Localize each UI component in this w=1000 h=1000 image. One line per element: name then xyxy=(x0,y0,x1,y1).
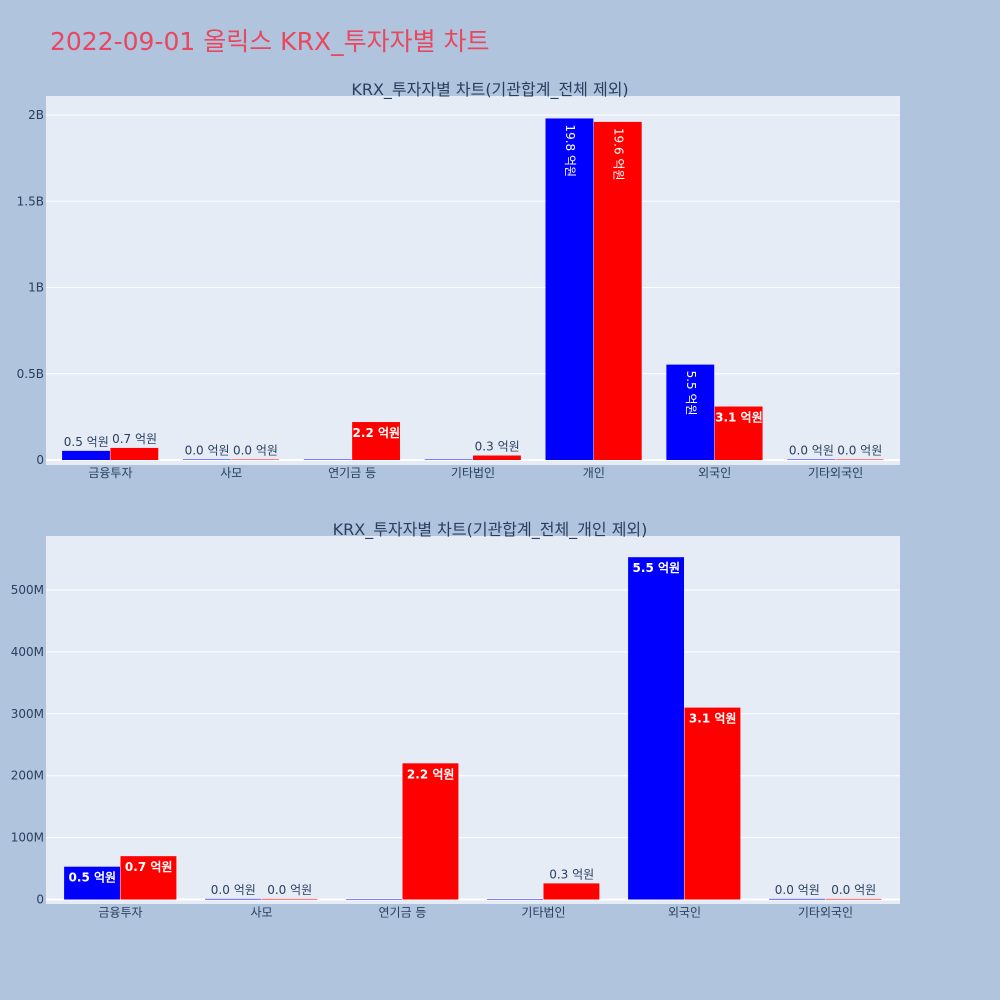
data-label: 3.1 억원 xyxy=(715,411,763,425)
bar xyxy=(424,459,473,460)
bar xyxy=(182,459,231,460)
data-label: 0.5 억원 xyxy=(69,871,117,885)
y-tick-label: 500M xyxy=(11,583,44,597)
data-label: 0.0 억원 xyxy=(837,444,882,458)
y-tick-label: 300M xyxy=(11,707,44,721)
x-tick-label: 기타법인 xyxy=(451,466,495,480)
data-label: 0.3 억원 xyxy=(475,440,520,454)
y-tick-label: 1.5B xyxy=(17,194,44,208)
x-tick-label: 기타외국인 xyxy=(808,466,863,480)
bar xyxy=(825,898,882,900)
data-label: 0.3 억원 xyxy=(549,867,594,881)
bar xyxy=(303,459,352,460)
y-tick-label: 0 xyxy=(36,453,44,467)
bar xyxy=(402,763,459,900)
chart-2: 0 100M 200M 300M 400M 500M KRX_투자자별 차트(기관합계_전체… xyxy=(11,520,900,920)
bar xyxy=(714,406,763,460)
bar xyxy=(110,447,159,460)
chart-title: KRX_투자자별 차트(기관합계_전체 제외) xyxy=(351,80,628,100)
data-label: 0.0 억원 xyxy=(211,883,256,897)
data-label: 5.5 억원 xyxy=(684,371,698,416)
chart-title: KRX_투자자별 차트(기관합계_전체_개인 제외) xyxy=(333,520,648,540)
bar xyxy=(261,898,318,900)
bar xyxy=(787,459,836,460)
x-tick-label: 연기금 등 xyxy=(328,466,376,480)
x-tick-label: 사모 xyxy=(220,466,242,480)
bar xyxy=(231,459,280,460)
chart-1: 0 0.5B 1B 1.5B 2B KRX_투자자별 차트(기관합계_전체 제외) 0.5 … xyxy=(17,80,900,480)
bar xyxy=(543,883,600,900)
y-tick-label: 2B xyxy=(28,108,44,122)
data-label: 19.8 억원 xyxy=(563,124,577,177)
x-tick-label: 외국인 xyxy=(668,906,701,920)
bar xyxy=(593,121,642,461)
data-label: 0.0 억원 xyxy=(185,444,230,458)
bar xyxy=(62,450,110,460)
x-tick-label: 외국인 xyxy=(698,466,731,480)
bar xyxy=(487,899,543,900)
data-label: 0.0 억원 xyxy=(789,444,834,458)
bar xyxy=(769,898,825,900)
data-label: 2.2 억원 xyxy=(353,426,401,440)
data-label: 0.0 억원 xyxy=(775,883,820,897)
plot-area xyxy=(46,96,900,465)
data-label: 0.7 억원 xyxy=(112,432,157,446)
bar xyxy=(473,455,521,460)
x-tick-label: 금융투자 xyxy=(98,906,142,920)
y-tick-label: 400M xyxy=(11,645,44,659)
x-tick-label: 개인 xyxy=(583,466,605,480)
bar xyxy=(120,856,177,900)
y-tick-label: 100M xyxy=(11,831,44,845)
data-label: 0.0 억원 xyxy=(267,883,312,897)
data-label: 0.7 억원 xyxy=(125,860,173,874)
data-label: 2.2 억원 xyxy=(407,767,455,781)
x-tick-label: 기타외국인 xyxy=(798,906,853,920)
bar xyxy=(684,707,741,900)
data-label: 0.0 억원 xyxy=(233,444,278,458)
x-tick-label: 연기금 등 xyxy=(379,906,427,920)
plot-area xyxy=(46,536,900,904)
data-label: 5.5 억원 xyxy=(633,561,681,575)
x-tick-label: 금융투자 xyxy=(88,466,132,480)
page-title: 2022-09-01 올릭스 KRX_투자자별 차트 xyxy=(50,27,490,56)
x-tick-label: 기타법인 xyxy=(521,906,565,920)
data-label: 19.6 억원 xyxy=(612,128,626,181)
data-label: 0.0 억원 xyxy=(831,883,876,897)
bar xyxy=(352,422,400,460)
bar xyxy=(835,459,884,460)
bar xyxy=(346,899,402,900)
y-tick-label: 0.5B xyxy=(17,367,44,381)
y-tick-label: 0 xyxy=(36,893,44,907)
data-label: 3.1 억원 xyxy=(689,712,737,726)
bar xyxy=(64,866,120,900)
data-label: 0.5 억원 xyxy=(64,435,109,449)
bar xyxy=(628,557,684,900)
bar xyxy=(545,118,594,460)
bar xyxy=(205,898,261,900)
bar xyxy=(666,364,715,460)
y-tick-label: 200M xyxy=(11,769,44,783)
y-tick-label: 1B xyxy=(28,281,44,295)
x-tick-label: 사모 xyxy=(250,906,272,920)
